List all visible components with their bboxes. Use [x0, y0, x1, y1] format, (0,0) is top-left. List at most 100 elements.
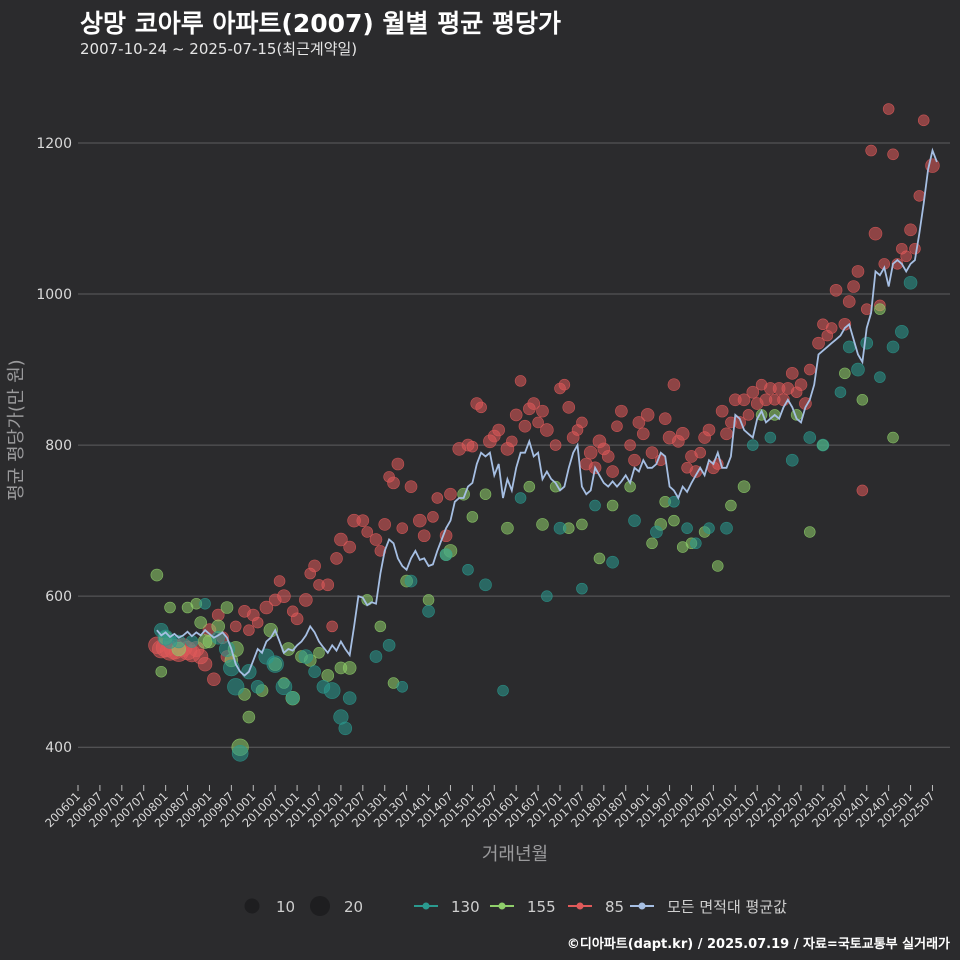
legend-label-85: 85	[605, 898, 624, 916]
data-point-130	[439, 548, 453, 561]
data-point-85	[427, 511, 439, 523]
data-point-85	[361, 526, 373, 538]
data-point-85	[825, 322, 838, 334]
legend-label-130: 130	[451, 898, 480, 916]
legend-size-label: 20	[344, 898, 363, 916]
series-85	[148, 103, 940, 687]
data-point-155	[466, 511, 479, 523]
data-point-155	[501, 521, 514, 535]
data-point-155	[711, 560, 724, 572]
data-point-130	[553, 521, 567, 535]
data-point-85	[562, 401, 576, 414]
y-tick-label: 1000	[36, 287, 72, 303]
data-point-130	[369, 650, 383, 663]
data-point-85	[812, 336, 825, 350]
data-point-130	[628, 514, 641, 527]
data-point-85	[794, 378, 808, 391]
data-point-85	[702, 423, 716, 437]
legend-size-marker	[310, 896, 330, 916]
data-point-85	[900, 250, 912, 263]
data-point-155	[321, 669, 335, 682]
data-point-130	[250, 680, 265, 694]
data-point-130	[886, 340, 900, 354]
data-point-85	[330, 552, 343, 565]
data-point-85	[851, 265, 865, 278]
legend-size-label: 10	[276, 898, 295, 916]
y-tick-label: 600	[45, 589, 72, 605]
data-point-85	[917, 114, 930, 127]
data-point-130	[342, 691, 357, 705]
data-point-85	[404, 480, 418, 493]
y-tick-label: 1200	[36, 136, 72, 152]
data-point-85	[887, 148, 899, 161]
data-point-85	[506, 435, 518, 448]
data-point-130	[703, 522, 715, 534]
data-point-85	[343, 540, 356, 554]
data-point-130	[816, 438, 830, 452]
data-point-85	[207, 672, 221, 687]
data-point-130	[404, 574, 418, 588]
data-point-130	[576, 582, 588, 595]
data-point-85	[645, 446, 659, 459]
data-point-85	[413, 513, 427, 528]
data-point-130	[650, 525, 663, 539]
data-point-155	[211, 619, 225, 634]
legend-size-marker	[244, 898, 260, 914]
data-point-85	[466, 440, 479, 453]
data-point-85	[658, 412, 672, 425]
data-point-85	[720, 427, 733, 441]
data-point-130	[308, 665, 321, 679]
data-point-130	[874, 371, 886, 383]
data-point-85	[804, 363, 816, 376]
data-point-85	[431, 492, 444, 504]
data-point-85	[829, 283, 843, 297]
data-point-85	[838, 317, 852, 331]
data-point-130	[266, 655, 284, 673]
page-subtitle: 2007-10-24 ~ 2025-07-15(최근계약일)	[80, 40, 358, 58]
grid-layer	[78, 142, 950, 748]
data-point-85	[624, 439, 636, 451]
data-point-155	[164, 601, 176, 614]
data-point-85	[475, 401, 487, 414]
data-point-85	[326, 620, 338, 633]
data-point-85	[532, 416, 544, 429]
data-point-85	[632, 416, 646, 429]
data-point-85	[197, 656, 213, 672]
data-point-130	[895, 325, 909, 339]
series-layer	[148, 103, 940, 762]
data-point-85	[675, 427, 690, 441]
data-point-85	[378, 518, 392, 531]
data-point-85	[391, 457, 405, 471]
data-point-85	[715, 404, 729, 418]
data-point-85	[509, 408, 523, 422]
data-point-130	[462, 563, 474, 576]
data-point-130	[903, 275, 918, 290]
data-point-155	[242, 710, 256, 724]
data-point-85	[904, 223, 917, 237]
data-point-130	[803, 431, 817, 444]
data-point-85	[356, 514, 370, 527]
data-point-85	[290, 612, 304, 626]
data-point-155	[839, 367, 851, 380]
legend-dot-85	[576, 902, 584, 910]
data-point-130	[172, 634, 186, 649]
data-point-155	[150, 568, 164, 582]
legend-dot-모든 면적대 평균값	[638, 902, 646, 910]
axis-layer: 4006008001000120020060120060720070120070…	[36, 136, 937, 830]
data-point-85	[865, 144, 877, 157]
data-point-155	[737, 480, 751, 493]
data-point-155	[576, 518, 588, 531]
data-point-85	[611, 420, 623, 432]
data-point-85	[891, 258, 904, 270]
data-point-85	[369, 533, 383, 546]
data-point-85	[387, 476, 400, 490]
data-point-130	[382, 638, 396, 652]
data-point-155	[313, 647, 325, 659]
data-point-130	[851, 362, 865, 377]
data-point-85	[492, 423, 505, 437]
data-point-130	[668, 495, 680, 508]
data-point-85	[737, 393, 751, 407]
data-point-85	[259, 600, 274, 615]
data-point-85	[251, 616, 264, 629]
data-point-85	[527, 397, 541, 410]
